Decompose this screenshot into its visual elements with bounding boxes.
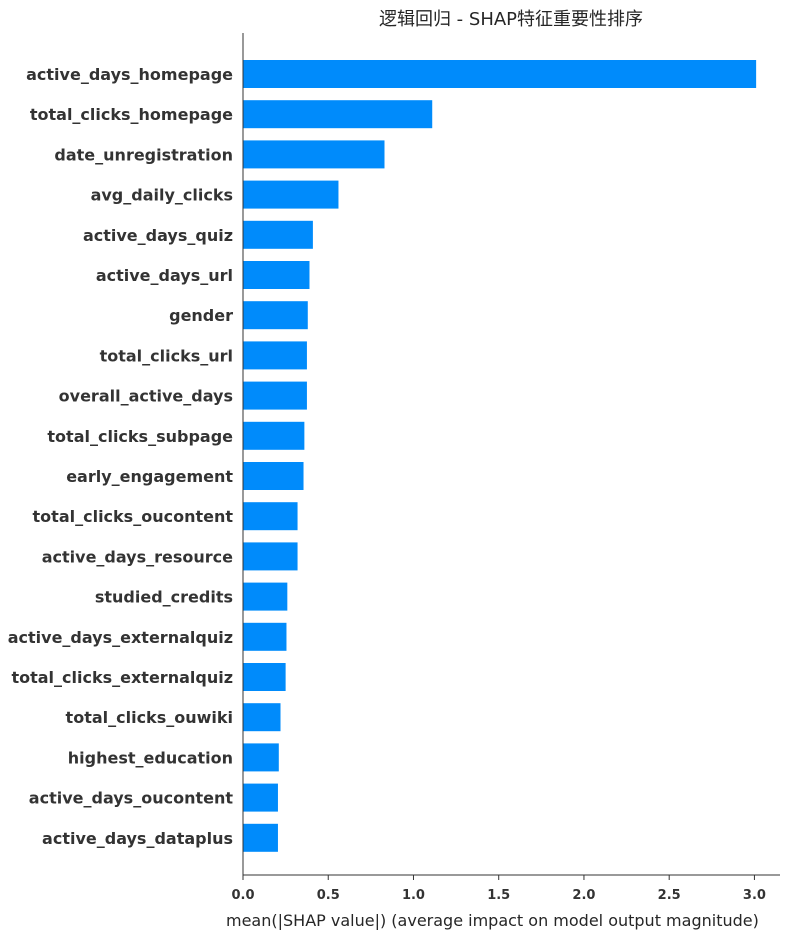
bar-early-engagement xyxy=(243,462,304,490)
bar-gender xyxy=(243,301,308,330)
category-label: avg_daily_clicks xyxy=(91,186,233,205)
category-label: active_days_quiz xyxy=(83,226,233,245)
bar-total-clicks-subpage xyxy=(243,421,305,450)
category-label: highest_education xyxy=(68,748,233,767)
x-axis-label: mean(|SHAP value|) (average impact on mo… xyxy=(226,911,759,930)
x-tick-label: 0.0 xyxy=(231,888,254,903)
bar-active-days-resource xyxy=(243,542,298,571)
bar-avg-daily-clicks xyxy=(243,180,339,209)
category-label: active_days_oucontent xyxy=(29,789,234,808)
category-label: studied_credits xyxy=(95,588,233,607)
bar-studied-credits xyxy=(243,582,288,611)
bars-group xyxy=(243,60,757,852)
bar-total-clicks-homepage xyxy=(243,100,433,129)
x-tick-label: 1.0 xyxy=(402,888,425,903)
chart-title: 逻辑回归 - SHAP特征重要性排序 xyxy=(379,9,643,30)
category-labels-group: active_days_homepage total_clicks_homepag… xyxy=(8,65,234,848)
category-label: active_days_url xyxy=(96,266,233,285)
x-tick-label: 1.5 xyxy=(487,888,510,903)
category-label: total_clicks_subpage xyxy=(47,427,233,446)
bar-highest-education xyxy=(243,743,279,772)
category-label: total_clicks_oucontent xyxy=(33,507,234,526)
x-tick-label: 0.5 xyxy=(317,888,340,903)
bar-date-unregistration xyxy=(243,140,385,169)
x-tick-label: 2.0 xyxy=(572,888,595,903)
bar-active-days-externalquiz xyxy=(243,622,287,651)
x-tick-label: 3.0 xyxy=(743,888,766,903)
category-label: active_days_resource xyxy=(42,547,233,566)
category-label: active_days_homepage xyxy=(26,65,233,84)
bar-total-clicks-oucontent xyxy=(243,502,298,531)
bar-total-clicks-ouwiki xyxy=(243,703,281,732)
category-label: total_clicks_url xyxy=(100,346,233,365)
category-label: gender xyxy=(169,306,233,325)
bar-total-clicks-url xyxy=(243,341,307,370)
x-ticks-group: 0.0 0.5 1.0 1.5 2.0 2.5 3.0 xyxy=(231,875,766,903)
category-label: overall_active_days xyxy=(59,387,233,406)
bar-active-days-oucontent xyxy=(243,783,278,812)
x-tick-label: 2.5 xyxy=(658,888,681,903)
bar-active-days-homepage xyxy=(243,60,757,88)
bar-total-clicks-externalquiz xyxy=(243,663,286,691)
category-label: date_unregistration xyxy=(54,145,233,164)
bar-active-days-quiz xyxy=(243,220,313,249)
category-label: total_clicks_externalquiz xyxy=(11,668,233,687)
category-label: total_clicks_ouwiki xyxy=(66,708,233,727)
category-label: active_days_dataplus xyxy=(42,829,233,848)
bar-overall-active-days xyxy=(243,381,307,410)
bar-active-days-url xyxy=(243,261,310,289)
category-label: active_days_externalquiz xyxy=(8,628,233,647)
category-label: total_clicks_homepage xyxy=(30,105,233,124)
bar-active-days-dataplus xyxy=(243,823,278,852)
category-label: early_engagement xyxy=(66,467,233,486)
